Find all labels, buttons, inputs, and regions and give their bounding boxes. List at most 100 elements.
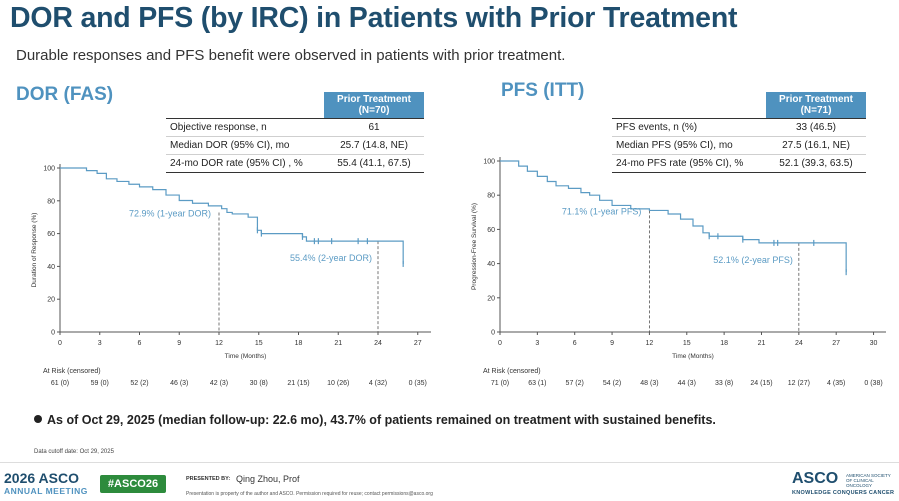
pfs-row-value: 27.5 (16.1, NE) [766, 136, 866, 155]
pfs-section-label: PFS (ITT) [501, 80, 585, 101]
dor-x-tick-label: 9 [177, 340, 181, 347]
dor-y-tick-label: 80 [47, 198, 55, 205]
pfs-at-risk-value: 44 (3) [678, 380, 696, 387]
dor-table-blank [166, 92, 324, 119]
pfs-at-risk-value: 57 (2) [566, 380, 584, 387]
dor-x-tick-label: 0 [58, 340, 62, 347]
pfs-table-row: PFS events, n (%) 33 (46.5) [612, 118, 866, 137]
pfs-x-tick-label: 15 [683, 340, 691, 347]
dor-y-tick-label: 40 [47, 264, 55, 271]
dor-row-value: 25.7 (14.8, NE) [324, 136, 424, 155]
pfs-row-label: Median PFS (95% CI), mo [612, 136, 766, 155]
page-title: DOR and PFS (by IRC) in Patients with Pr… [10, 2, 738, 34]
pfs-row-value: 52.1 (39.3, 63.5) [766, 154, 866, 173]
dor-at-risk-value: 42 (3) [210, 380, 228, 387]
dor-annotation: 55.4% (2-year DOR) [290, 253, 372, 263]
dor-table-row: Median DOR (95% CI), mo 25.7 (14.8, NE) [166, 136, 424, 155]
dor-y-axis-label: Duration of Response (%) [31, 213, 38, 288]
dor-x-tick-label: 3 [98, 340, 102, 347]
pfs-x-axis-label: Time (Months) [672, 353, 714, 360]
dor-row-label: Median DOR (95% CI), mo [166, 136, 324, 155]
pfs-x-tick-label: 30 [870, 340, 878, 347]
dor-y-tick-label: 0 [51, 330, 55, 337]
pfs-at-risk-value: 63 (1) [528, 380, 546, 387]
footer-bar [0, 462, 899, 501]
dor-x-tick-label: 27 [414, 340, 422, 347]
dor-table-header: Prior Treatment (N=70) [324, 92, 424, 119]
hashtag-badge: #ASCO26 [100, 475, 166, 493]
pfs-x-tick-label: 6 [573, 340, 577, 347]
pfs-x-tick-label: 9 [610, 340, 614, 347]
pfs-x-tick-label: 21 [758, 340, 766, 347]
disclaimer: Presentation is property of the author a… [186, 491, 433, 497]
pfs-y-tick-label: 40 [487, 261, 495, 268]
pfs-at-risk-value: 4 (35) [827, 380, 845, 387]
pfs-y-tick-label: 0 [491, 330, 495, 337]
data-cutoff: Data cutoff date: Oct 29, 2025 [34, 449, 114, 455]
dor-row-value: 61 [324, 118, 424, 137]
pfs-at-risk-value: 33 (8) [715, 380, 733, 387]
dor-x-tick-label: 12 [215, 340, 223, 347]
dor-table-row: Objective response, n 61 [166, 118, 424, 137]
pfs-annotation: 71.1% (1-year PFS) [562, 206, 642, 216]
asco-tagline: KNOWLEDGE CONQUERS CANCER [792, 490, 895, 496]
dor-row-value: 55.4 (41.1, 67.5) [324, 154, 424, 173]
dor-at-risk-value: 59 (0) [91, 380, 109, 387]
dor-table-header-n: (N=70) [358, 105, 390, 116]
pfs-table-header: Prior Treatment (N=71) [766, 92, 866, 119]
bullet-icon [34, 415, 42, 423]
dor-at-risk-value: 4 (32) [369, 380, 387, 387]
pfs-x-tick-label: 27 [832, 340, 840, 347]
pfs-y-tick-label: 60 [487, 227, 495, 234]
pfs-row-value: 33 (46.5) [766, 118, 866, 137]
dor-at-risk-value: 0 (35) [409, 380, 427, 387]
dor-y-tick-label: 20 [47, 297, 55, 304]
pfs-y-tick-label: 100 [483, 159, 495, 166]
dor-annotation: 72.9% (1-year DOR) [129, 208, 211, 218]
pfs-annotation: 52.1% (2-year PFS) [713, 255, 793, 265]
dor-x-tick-label: 6 [138, 340, 142, 347]
pfs-row-label: 24-mo PFS rate (95% CI), % [612, 154, 766, 173]
dor-at-risk-value: 21 (15) [287, 380, 309, 387]
pfs-at-risk-value: 12 (27) [788, 380, 810, 387]
presenter-name: Qing Zhou, Prof [236, 474, 300, 484]
pfs-y-tick-label: 80 [487, 193, 495, 200]
dor-row-label: 24-mo DOR rate (95% CI) , % [166, 154, 324, 173]
pfs-at-risk-value: 48 (3) [640, 380, 658, 387]
dor-at-risk-value: 61 (0) [51, 380, 69, 387]
pfs-table-header-title: Prior Treatment [779, 94, 853, 105]
dor-y-tick-label: 60 [47, 231, 55, 238]
pfs-km-chart: 0 20 40 60 80 100 0 3 6 9 12 15 18 21 24 27 30 Time (Mont… [471, 157, 886, 387]
pfs-y-axis-label: Progression-Free Survival (%) [471, 203, 478, 290]
pfs-row-label: PFS events, n (%) [612, 118, 766, 137]
dor-summary-table: Prior Treatment (N=70) Objective respons… [166, 92, 424, 173]
pfs-at-risk-value: 71 (0) [491, 380, 509, 387]
pfs-x-tick-label: 0 [498, 340, 502, 347]
presented-by-label: PRESENTED BY: [186, 476, 231, 482]
dor-at-risk-value: 52 (2) [130, 380, 148, 387]
page-subtitle: Durable responses and PFS benefit were o… [16, 47, 566, 64]
dor-x-tick-label: 21 [334, 340, 342, 347]
pfs-y-tick-label: 20 [487, 295, 495, 302]
dor-km-chart: 0 20 40 60 80 100 0 3 6 9 12 15 18 21 24 27 Time (Months… [31, 164, 431, 387]
dor-x-axis-label: Time (Months) [225, 353, 267, 360]
footnote-text: As of Oct 29, 2025 (median follow-up: 22… [47, 413, 716, 427]
pfs-table-row: 24-mo PFS rate (95% CI), % 52.1 (39.3, 6… [612, 154, 866, 173]
dor-row-label: Objective response, n [166, 118, 324, 137]
dor-section-label: DOR (FAS) [16, 84, 114, 105]
pfs-table-row: Median PFS (95% CI), mo 27.5 (16.1, NE) [612, 136, 866, 155]
meeting-logo: 2026 ASCO [4, 470, 79, 486]
dor-y-tick-label: 100 [43, 166, 55, 173]
dor-x-tick-label: 15 [255, 340, 263, 347]
dor-x-tick-label: 18 [295, 340, 303, 347]
pfs-x-tick-label: 24 [795, 340, 803, 347]
pfs-summary-table: Prior Treatment (N=71) PFS events, n (%)… [612, 92, 866, 173]
dor-table-header-title: Prior Treatment [337, 94, 411, 105]
dor-survival-curve [60, 167, 404, 264]
asco-logo-subtext: AMERICAN SOCIETY OF CLINICAL ONCOLOGY [846, 473, 891, 488]
pfs-at-risk-value: 54 (2) [603, 380, 621, 387]
pfs-x-tick-label: 18 [720, 340, 728, 347]
dor-at-risk-value: 10 (26) [327, 380, 349, 387]
footnote-callout: As of Oct 29, 2025 (median follow-up: 22… [34, 413, 716, 427]
pfs-at-risk-label: At Risk (censored) [483, 368, 541, 375]
